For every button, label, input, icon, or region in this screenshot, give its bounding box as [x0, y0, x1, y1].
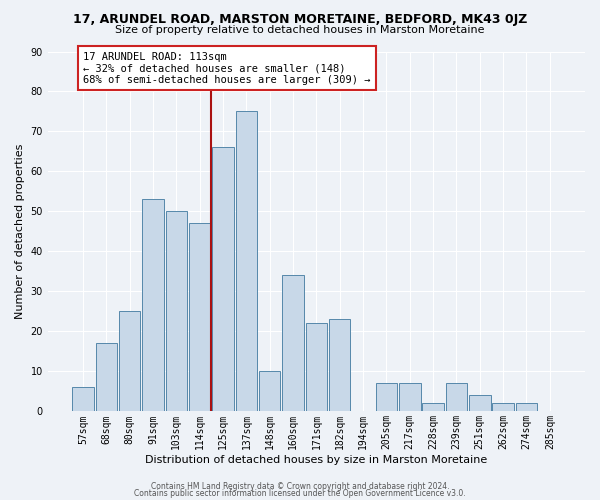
Y-axis label: Number of detached properties: Number of detached properties [15, 144, 25, 319]
Bar [95, 344, 117, 411]
Bar [329, 320, 350, 412]
Text: 17, ARUNDEL ROAD, MARSTON MORETAINE, BEDFORD, MK43 0JZ: 17, ARUNDEL ROAD, MARSTON MORETAINE, BED… [73, 12, 527, 26]
Bar [516, 404, 537, 411]
Text: 17 ARUNDEL ROAD: 113sqm
← 32% of detached houses are smaller (148)
68% of semi-d: 17 ARUNDEL ROAD: 113sqm ← 32% of detache… [83, 52, 370, 84]
Bar [236, 112, 257, 412]
Text: Contains public sector information licensed under the Open Government Licence v3: Contains public sector information licen… [134, 489, 466, 498]
Bar [283, 276, 304, 411]
Bar [142, 200, 164, 412]
Bar [189, 224, 211, 412]
Bar [469, 396, 491, 411]
Bar [446, 384, 467, 411]
Text: Contains HM Land Registry data © Crown copyright and database right 2024.: Contains HM Land Registry data © Crown c… [151, 482, 449, 491]
Bar [376, 384, 397, 411]
X-axis label: Distribution of detached houses by size in Marston Moretaine: Distribution of detached houses by size … [145, 455, 488, 465]
Bar [119, 312, 140, 412]
Bar [212, 148, 234, 412]
Bar [305, 324, 327, 412]
Text: Size of property relative to detached houses in Marston Moretaine: Size of property relative to detached ho… [115, 25, 485, 35]
Bar [72, 388, 94, 411]
Bar [422, 404, 444, 411]
Bar [493, 404, 514, 411]
Bar [166, 212, 187, 412]
Bar [399, 384, 421, 411]
Bar [259, 372, 280, 412]
